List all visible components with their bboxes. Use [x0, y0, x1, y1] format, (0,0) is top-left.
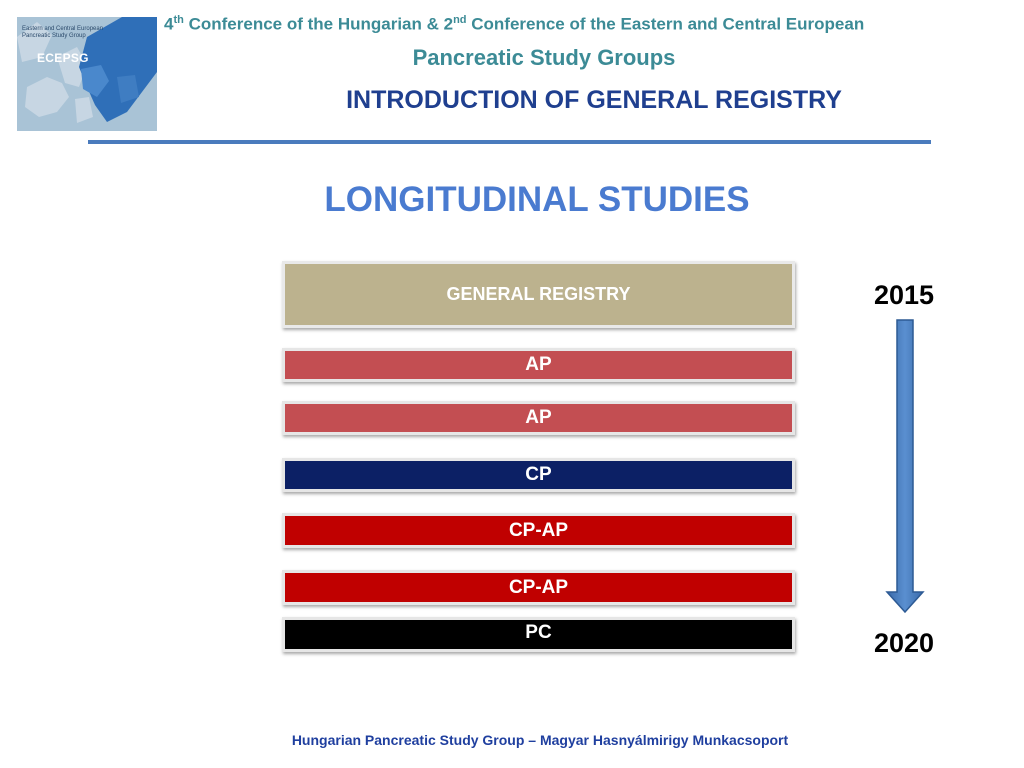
- ap-study-bar-2: AP: [282, 401, 795, 435]
- conference-title-part: Conference of the Hungarian & 2: [183, 14, 454, 34]
- slide-title: LONGITUDINAL STUDIES: [324, 180, 750, 219]
- footer-text: Hungarian Pancreatic Study Group – Magya…: [291, 732, 789, 748]
- conference-ordinal-suffix-2: nd: [453, 14, 467, 26]
- general-registry-label: GENERAL REGISTRY: [446, 284, 631, 304]
- conference-ordinal: 4: [164, 14, 174, 34]
- cp-ap-study-bar-2: CP-AP: [282, 570, 795, 605]
- general-registry-bar: GENERAL REGISTRY: [282, 261, 795, 328]
- header-divider: [88, 140, 931, 144]
- conference-title: 4th Conference of the Hungarian & 2nd Co…: [164, 14, 984, 35]
- logo-acronym: ECEPSG: [37, 51, 89, 65]
- ecepsg-logo: Eastern and Central European Pancreatic …: [17, 17, 157, 131]
- conference-title-part-2: Conference of the Eastern and Central Eu…: [466, 14, 865, 34]
- ap-study-label-1: AP: [525, 354, 552, 375]
- pc-study-label: PC: [525, 622, 552, 643]
- slide-subtitle: INTRODUCTION OF GENERAL REGISTRY: [346, 86, 842, 114]
- cp-ap-study-bar-1: CP-AP: [282, 513, 795, 548]
- cp-ap-study-label-1: CP-AP: [508, 519, 569, 541]
- cp-study-bar: CP: [282, 458, 795, 492]
- ap-study-bar-1: AP: [282, 348, 795, 382]
- logo-text: Eastern and Central European Pancreatic …: [22, 26, 104, 39]
- ap-study-label-2: AP: [525, 407, 552, 428]
- conference-title-line2: Pancreatic Study Groups: [412, 45, 676, 70]
- cp-ap-study-label-2: CP-AP: [508, 576, 569, 598]
- conference-ordinal-suffix: th: [173, 14, 184, 26]
- timeline-end-year: 2020: [873, 628, 935, 658]
- timeline-start-year: 2015: [873, 280, 935, 310]
- europe-map-icon: [17, 17, 157, 131]
- cp-study-label: CP: [525, 464, 552, 485]
- timeline-down-arrow-icon: [885, 319, 925, 614]
- pc-study-bar: PC: [282, 617, 795, 652]
